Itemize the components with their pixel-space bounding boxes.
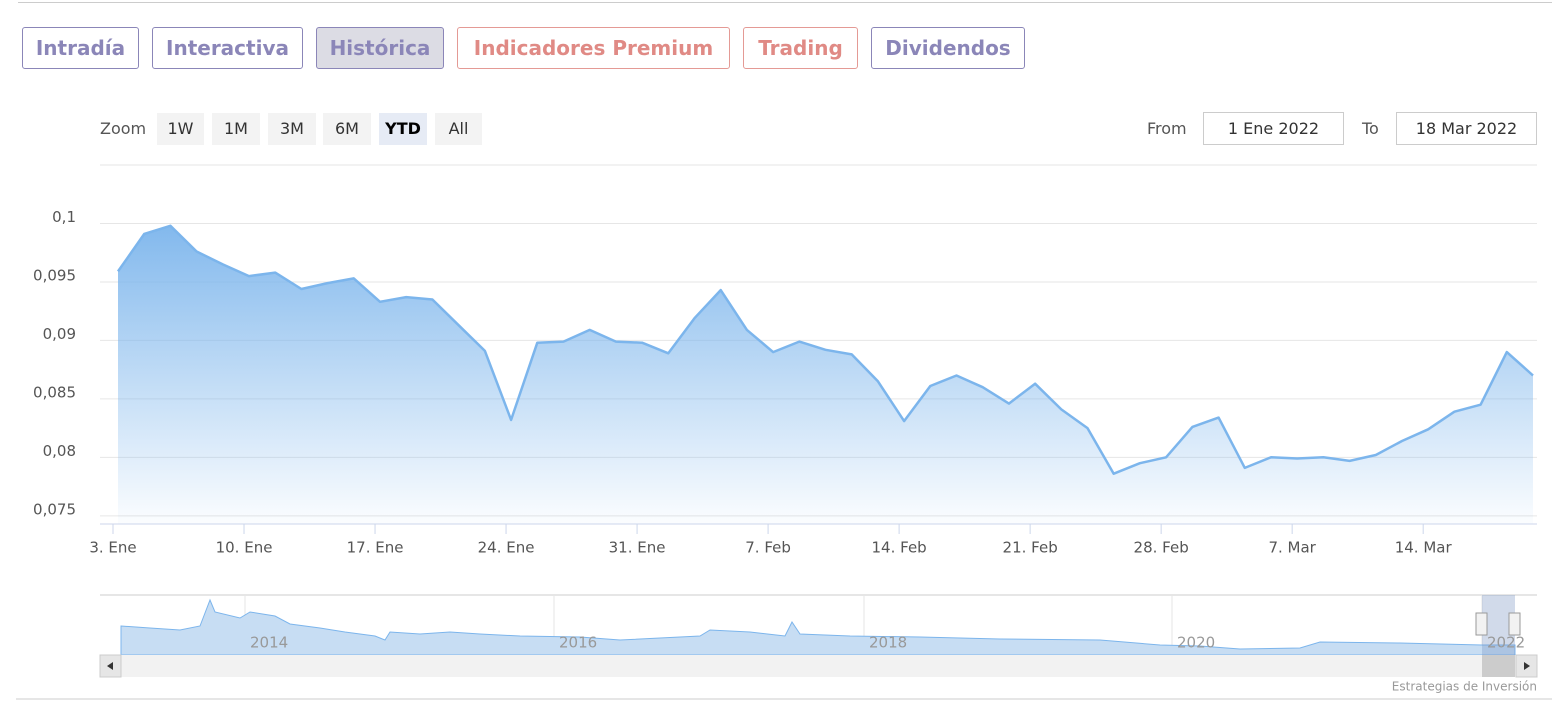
y-tick-label: 0,095 <box>33 266 76 284</box>
x-tick-label: 14. Mar <box>1395 539 1453 557</box>
tab[interactable]: Intradía <box>22 27 139 69</box>
scrollbar-left-button[interactable] <box>99 654 122 678</box>
x-tick-label: 24. Ene <box>478 539 535 557</box>
y-tick-label: 0,09 <box>43 325 76 343</box>
navigator-series <box>120 598 1516 656</box>
zoom-label: Zoom <box>100 119 147 138</box>
x-tick-label: 31. Ene <box>609 539 666 557</box>
area-fill <box>118 225 1533 525</box>
navigator-handle[interactable] <box>1475 612 1488 636</box>
series-line <box>116 224 1534 475</box>
zoom-button[interactable]: 6M <box>323 113 371 145</box>
zoom-button[interactable]: All <box>435 113 482 145</box>
credits: Estrategias de Inversión <box>1392 680 1537 694</box>
navigator-label: 2014 <box>250 634 288 652</box>
zoom-button[interactable]: 1M <box>212 113 260 145</box>
scrollbar-thumb[interactable] <box>1482 655 1515 677</box>
navigator-label: 2022 <box>1487 634 1525 652</box>
top-rule <box>18 2 1552 3</box>
zoom-button[interactable]: 1W <box>157 113 204 145</box>
navigator-bg <box>100 595 1537 655</box>
x-tick-label: 21. Feb <box>1003 539 1058 557</box>
scrollbar-track[interactable] <box>100 655 1537 677</box>
navigator-mask <box>1482 595 1515 655</box>
y-tick-label: 0,085 <box>33 383 76 401</box>
tab[interactable]: Histórica <box>316 27 444 69</box>
scrollbar-arrow <box>107 662 113 670</box>
x-tick-label: 7. Mar <box>1268 539 1316 557</box>
x-tick-label: 10. Ene <box>216 539 273 557</box>
x-tick-label: 7. Feb <box>745 539 791 557</box>
from-input[interactable]: 1 Ene 2022 <box>1203 112 1344 145</box>
tab[interactable]: Trading <box>743 27 858 69</box>
y-tick-label: 0,1 <box>52 208 76 226</box>
x-tick-label: 14. Feb <box>872 539 927 557</box>
tab[interactable]: Indicadores Premium <box>457 27 730 69</box>
scrollbar-arrow <box>1524 662 1530 670</box>
to-input[interactable]: 18 Mar 2022 <box>1396 112 1537 145</box>
to-label: To <box>1362 119 1379 138</box>
zoom-button[interactable]: 3M <box>268 113 316 145</box>
y-tick-label: 0,075 <box>33 500 76 518</box>
navigator-label: 2018 <box>869 634 907 652</box>
navigator: 2014 2016 2018 2020 2022 <box>99 594 1538 678</box>
navigator-label: 2020 <box>1177 634 1215 652</box>
x-tick-label: 28. Feb <box>1134 539 1189 557</box>
x-tick-label: 3. Ene <box>89 539 136 557</box>
y-tick-label: 0,08 <box>43 442 76 460</box>
navigator-label: 2016 <box>559 634 597 652</box>
navigator-handle[interactable] <box>1508 612 1521 636</box>
tab[interactable]: Dividendos <box>871 27 1025 69</box>
zoom-button[interactable]: YTD <box>379 113 427 145</box>
from-label: From <box>1147 119 1187 138</box>
x-tick-label: 17. Ene <box>347 539 404 557</box>
scrollbar-right-button[interactable] <box>1515 654 1538 678</box>
tab[interactable]: Interactiva <box>152 27 303 69</box>
